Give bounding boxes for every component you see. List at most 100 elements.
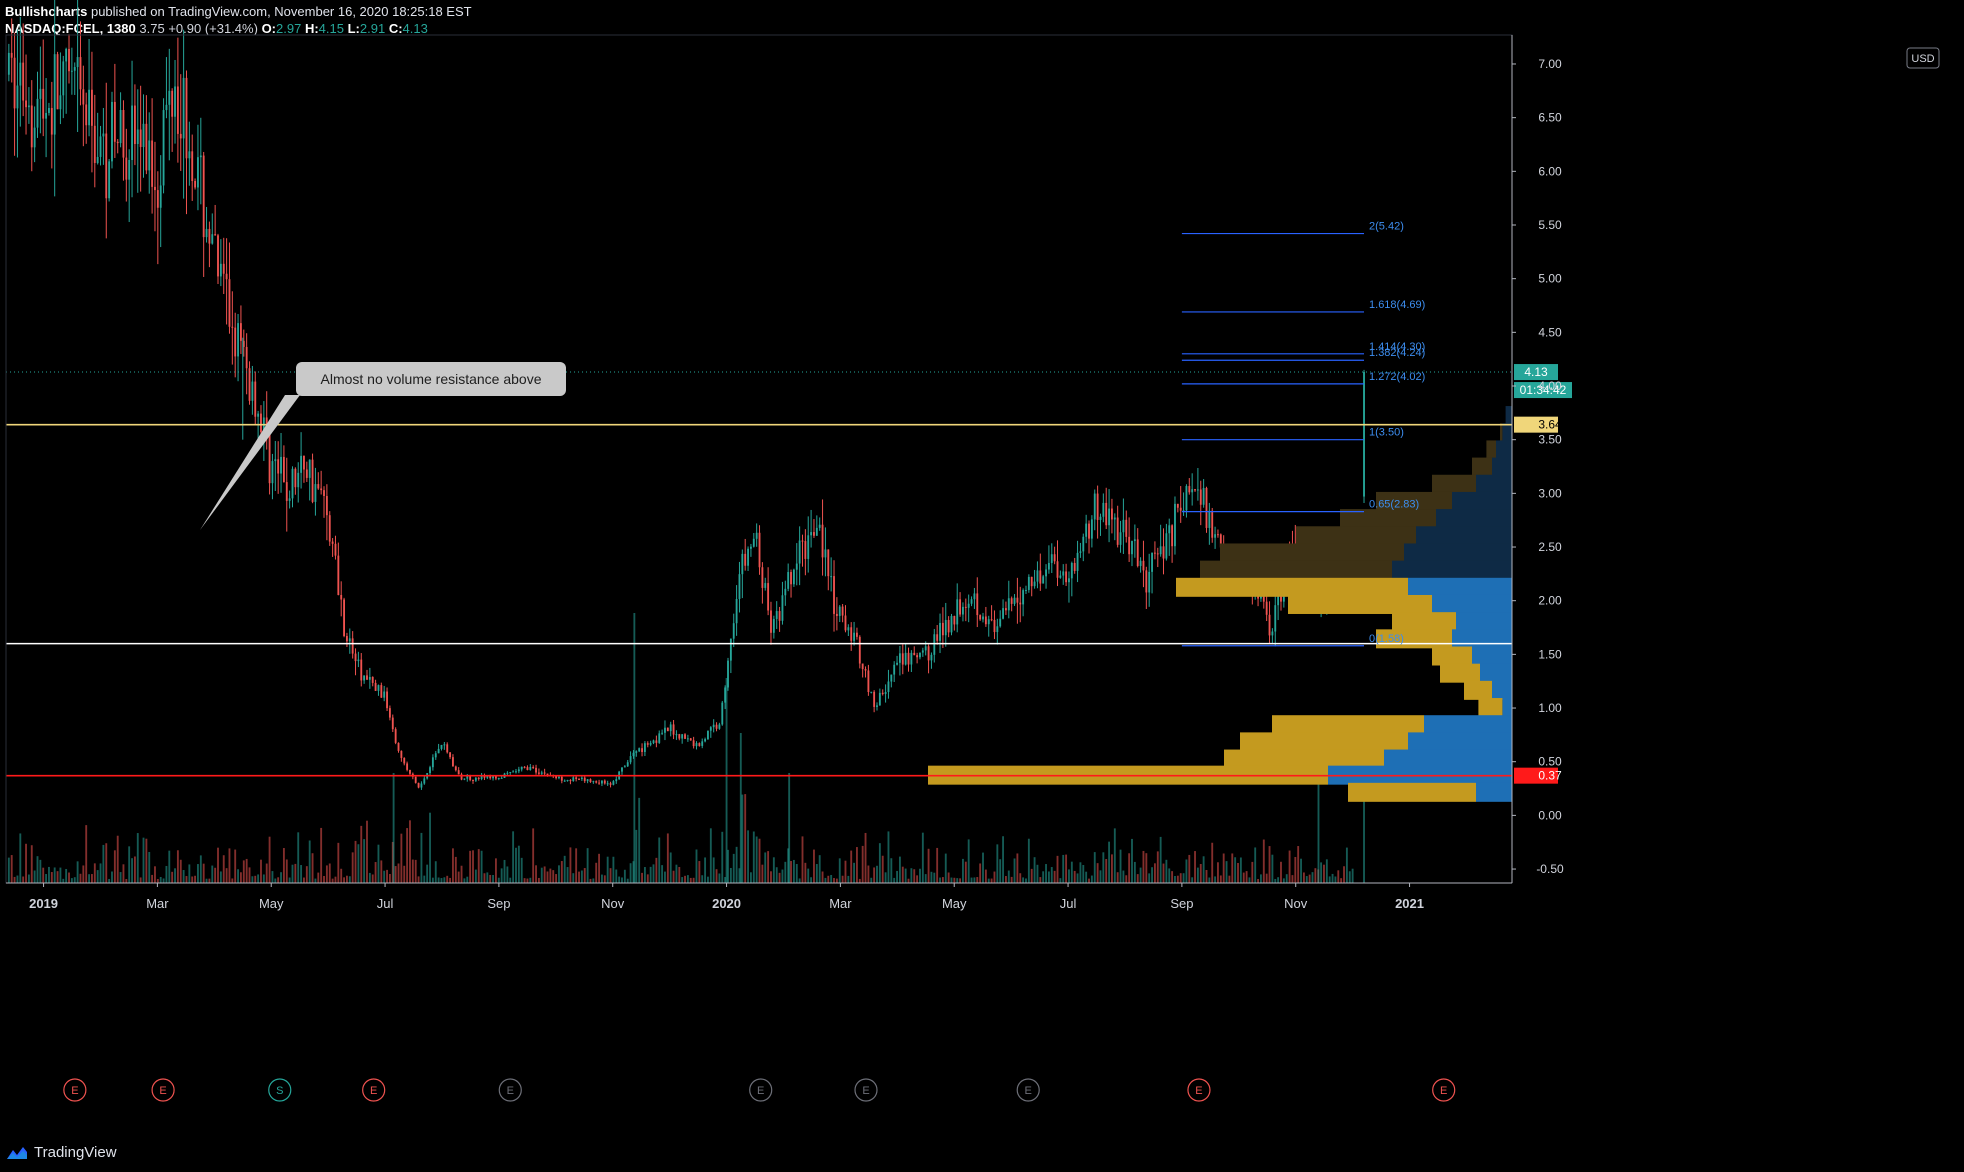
candle-body[interactable]: [629, 756, 632, 763]
candle-body[interactable]: [323, 490, 325, 497]
candle-body[interactable]: [939, 622, 941, 641]
candle-body[interactable]: [741, 553, 744, 575]
candle-body[interactable]: [463, 778, 466, 780]
candle-body[interactable]: [1053, 554, 1056, 562]
candle-body[interactable]: [1099, 516, 1102, 520]
candle-body[interactable]: [1042, 576, 1045, 584]
candle-body[interactable]: [913, 652, 916, 656]
candle-body[interactable]: [529, 766, 532, 770]
candle-body[interactable]: [850, 627, 853, 641]
candle-body[interactable]: [1105, 502, 1108, 526]
candle-body[interactable]: [1004, 608, 1007, 611]
candle-body[interactable]: [701, 741, 704, 746]
candle-body[interactable]: [761, 567, 764, 588]
candle-body[interactable]: [1179, 507, 1182, 511]
candle-body[interactable]: [1062, 571, 1065, 576]
candle-body[interactable]: [314, 484, 317, 502]
candle-body[interactable]: [589, 779, 592, 782]
candle-body[interactable]: [1047, 562, 1050, 570]
candle-body[interactable]: [85, 104, 88, 126]
candle-body[interactable]: [305, 469, 308, 478]
candle-body[interactable]: [145, 123, 148, 171]
candle-body[interactable]: [672, 724, 675, 735]
candle-body[interactable]: [368, 677, 371, 680]
candle-body[interactable]: [59, 95, 62, 110]
candle-body[interactable]: [214, 234, 217, 236]
candle-body[interactable]: [669, 724, 672, 732]
candle-body[interactable]: [861, 663, 864, 670]
candle-body[interactable]: [1111, 508, 1113, 520]
candle-body[interactable]: [1079, 551, 1082, 553]
candle-body[interactable]: [649, 743, 652, 745]
candle-body[interactable]: [1050, 554, 1053, 563]
candle-body[interactable]: [16, 85, 19, 109]
event-marker[interactable]: [151, 1078, 175, 1102]
candle-body[interactable]: [898, 653, 901, 663]
candle-body[interactable]: [27, 105, 30, 108]
candle-body[interactable]: [835, 613, 838, 616]
candle-body[interactable]: [967, 603, 970, 608]
candle-body[interactable]: [727, 660, 729, 688]
candle-body[interactable]: [62, 61, 65, 96]
candle-body[interactable]: [781, 595, 784, 621]
candle-body[interactable]: [695, 743, 698, 747]
candle-body[interactable]: [1274, 605, 1277, 632]
candle-body[interactable]: [1059, 575, 1062, 578]
candle-body[interactable]: [698, 743, 701, 746]
candle-body[interactable]: [434, 753, 437, 758]
candle-body[interactable]: [578, 778, 580, 780]
candle-body[interactable]: [664, 727, 666, 733]
candle-body[interactable]: [466, 776, 469, 779]
candle-body[interactable]: [1205, 487, 1208, 528]
candle-body[interactable]: [53, 54, 56, 135]
candle-body[interactable]: [337, 555, 340, 595]
candle-body[interactable]: [294, 468, 297, 488]
candle-body[interactable]: [893, 664, 896, 675]
candle-body[interactable]: [440, 744, 443, 749]
candle-body[interactable]: [208, 228, 211, 244]
candle-body[interactable]: [139, 129, 142, 148]
candle-body[interactable]: [775, 611, 778, 619]
candle-body[interactable]: [555, 776, 558, 779]
candle-body[interactable]: [131, 105, 133, 160]
candle-body[interactable]: [732, 623, 735, 639]
candle-body[interactable]: [646, 743, 649, 745]
candle-body[interactable]: [174, 86, 176, 117]
candle-body[interactable]: [119, 109, 122, 144]
candle-body[interactable]: [881, 692, 884, 695]
candle-body[interactable]: [42, 88, 45, 119]
candle-body[interactable]: [19, 62, 22, 86]
candle-body[interactable]: [168, 90, 171, 105]
candle-body[interactable]: [678, 734, 681, 739]
candle-body[interactable]: [947, 619, 950, 633]
candle-body[interactable]: [245, 346, 248, 369]
candle-body[interactable]: [818, 524, 821, 528]
candle-body[interactable]: [847, 627, 850, 631]
candle-body[interactable]: [108, 161, 111, 199]
candle-body[interactable]: [371, 677, 374, 683]
candle-body[interactable]: [354, 653, 357, 662]
candle-body[interactable]: [429, 767, 431, 774]
candle-body[interactable]: [162, 110, 165, 186]
candle-body[interactable]: [1122, 519, 1125, 533]
candle-body[interactable]: [288, 498, 291, 501]
candle-body[interactable]: [982, 616, 984, 620]
candle-body[interactable]: [13, 57, 16, 109]
candle-body[interactable]: [500, 777, 503, 779]
candle-body[interactable]: [1159, 546, 1162, 555]
candle-body[interactable]: [1125, 519, 1128, 537]
candle-body[interactable]: [205, 228, 208, 238]
candle-body[interactable]: [400, 750, 403, 758]
candle-body[interactable]: [993, 619, 996, 633]
candle-body[interactable]: [692, 740, 695, 747]
candle-body[interactable]: [1131, 541, 1133, 555]
event-marker[interactable]: [1016, 1078, 1040, 1102]
candle-body[interactable]: [712, 724, 715, 728]
candle-body[interactable]: [1070, 562, 1073, 579]
candle-body[interactable]: [460, 774, 463, 780]
candle-body[interactable]: [807, 535, 810, 559]
candle-body[interactable]: [99, 136, 102, 157]
candle-body[interactable]: [927, 646, 930, 661]
candle-body[interactable]: [1268, 614, 1271, 636]
candle-body[interactable]: [876, 705, 878, 707]
